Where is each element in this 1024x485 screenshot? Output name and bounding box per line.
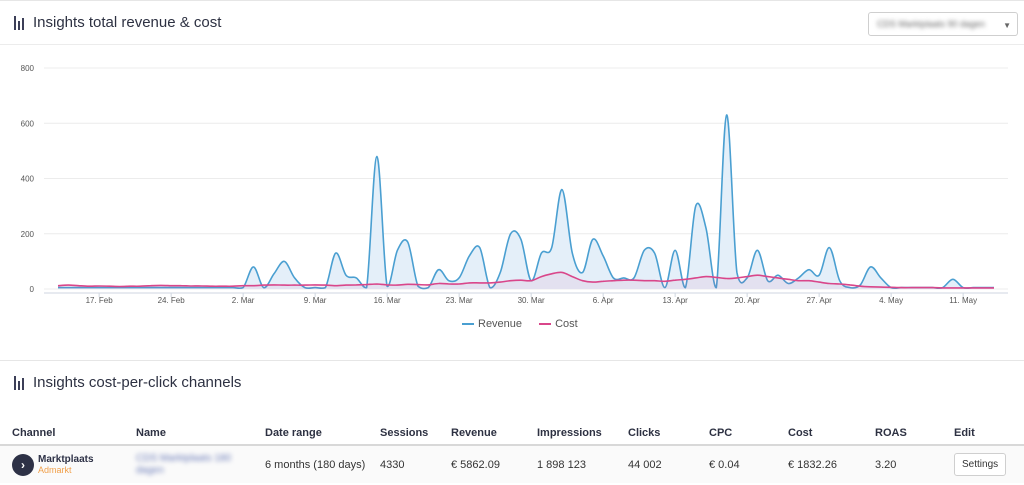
campaign-name-line1: CDS Marktplaats 180	[136, 452, 232, 464]
x-tick-label: 27. Apr	[806, 296, 832, 305]
x-tick-label: 6. Apr	[593, 296, 614, 305]
channels-table: Channel Name Date range Sessions Revenue…	[0, 421, 1024, 483]
x-tick-label: 13. Apr	[662, 296, 688, 305]
y-tick-label: 400	[21, 175, 35, 184]
campaign-select[interactable]: CDS Marktplaats 90 dagen ▼	[868, 12, 1018, 36]
name-cell: CDS Marktplaats 180 dagen	[136, 445, 265, 483]
column-header-impressions[interactable]: Impressions	[537, 421, 628, 446]
legend-label-cost: Cost	[555, 318, 578, 330]
date-range-cell: 6 months (180 days)	[265, 445, 380, 483]
chevron-down-icon: ▼	[1003, 21, 1011, 30]
cpc-channels-panel: Insights cost-per-click channels Channel…	[0, 360, 1024, 485]
bar-chart-icon	[14, 376, 26, 390]
x-tick-label: 23. Mar	[446, 296, 473, 305]
cost-cell: € 1832.26	[788, 445, 875, 483]
table-header-row: Channel Name Date range Sessions Revenue…	[0, 421, 1024, 446]
campaign-select-value: CDS Marktplaats 90 dagen	[877, 19, 986, 29]
series-area-cost	[58, 272, 994, 289]
column-header-name[interactable]: Name	[136, 421, 265, 446]
column-header-edit: Edit	[954, 421, 1024, 446]
x-tick-label: 24. Feb	[158, 296, 186, 305]
settings-button[interactable]: Settings	[954, 453, 1007, 476]
column-header-revenue[interactable]: Revenue	[451, 421, 537, 446]
page-title: Insights total revenue & cost	[33, 14, 222, 31]
column-header-roas[interactable]: ROAS	[875, 421, 954, 446]
bar-chart-icon	[14, 16, 26, 30]
revenue-cost-header: Insights total revenue & cost CDS Marktp…	[0, 1, 1024, 45]
column-header-cost[interactable]: Cost	[788, 421, 875, 446]
revenue-cell: € 5862.09	[451, 445, 537, 483]
roas-cell: 3.20	[875, 445, 954, 483]
series-line-cost	[57, 271, 994, 289]
revenue-cost-chart: 0 200 400 600 800 17. Feb 24. Feb 2. Mar 9. Mar 1…	[21, 64, 1008, 305]
legend-label-revenue: Revenue	[478, 318, 523, 330]
edit-cell: Settings	[954, 445, 1024, 483]
x-tick-label: 11. May	[949, 296, 977, 305]
channel-cell: › Marktplaats Admarkt	[0, 445, 136, 483]
section-title: Insights cost-per-click channels	[33, 374, 242, 391]
table-row: › Marktplaats Admarkt CDS Marktplaats 180 …	[0, 445, 1024, 483]
x-tick-label: 2. Mar	[232, 296, 255, 305]
x-tick-label: 9. Mar	[304, 296, 327, 305]
legend-item-revenue[interactable]: Revenue	[462, 318, 522, 330]
sessions-cell: 4330	[380, 445, 451, 483]
campaign-name-line2: dagen	[136, 464, 164, 476]
column-header-channel[interactable]: Channel	[0, 421, 136, 446]
y-tick-label: 800	[21, 64, 35, 73]
channel-brand: Marktplaats	[38, 453, 94, 465]
y-tick-label: 600	[21, 119, 35, 128]
x-tick-label: 30. Mar	[518, 296, 545, 305]
channel-sub: Admarkt	[38, 464, 72, 475]
legend-swatch-revenue	[462, 323, 474, 326]
column-header-date-range[interactable]: Date range	[265, 421, 380, 446]
marktplaats-logo: › Marktplaats Admarkt	[12, 453, 94, 476]
column-header-cpc[interactable]: CPC	[709, 421, 788, 446]
y-tick-label: 200	[21, 230, 35, 239]
x-tick-label: 16. Mar	[374, 296, 401, 305]
cpc-cell: € 0.04	[709, 445, 788, 483]
column-header-sessions[interactable]: Sessions	[380, 421, 451, 446]
y-tick-label: 0	[30, 285, 35, 294]
revenue-cost-panel: Insights total revenue & cost CDS Marktp…	[0, 0, 1024, 330]
impressions-cell: 1 898 123	[537, 445, 628, 483]
x-tick-label: 20. Apr	[734, 296, 760, 305]
x-tick-label: 4. May	[879, 296, 903, 305]
legend-swatch-cost	[539, 323, 552, 326]
legend-item-cost[interactable]: Cost	[539, 318, 578, 330]
column-header-clicks[interactable]: Clicks	[628, 421, 709, 446]
cpc-channels-header: Insights cost-per-click channels	[0, 361, 1024, 403]
x-tick-label: 17. Feb	[86, 296, 114, 305]
marktplaats-logo-icon: ›	[12, 453, 34, 476]
clicks-cell: 44 002	[628, 445, 709, 483]
series-line-revenue	[57, 114, 994, 290]
chart-legend: Revenue Cost	[462, 318, 592, 330]
